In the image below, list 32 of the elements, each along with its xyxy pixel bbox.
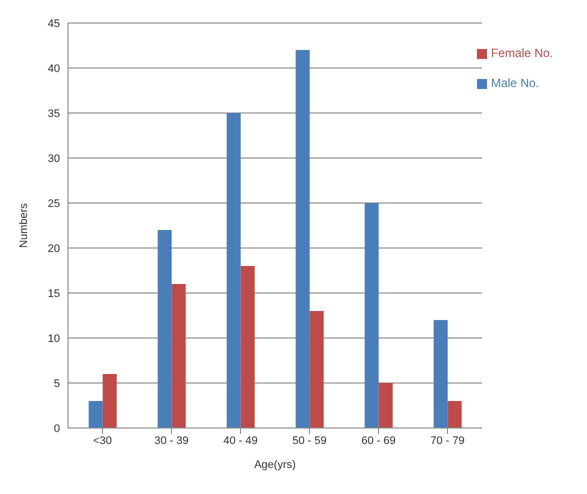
x-tick-label: 50 - 59 — [292, 434, 327, 447]
legend-label: Male No. — [490, 76, 539, 90]
bar — [102, 374, 117, 428]
x-tick-label: 30 - 39 — [154, 434, 189, 447]
bar — [226, 113, 241, 428]
y-tick-label: 45 — [48, 18, 60, 30]
bar — [310, 311, 324, 428]
y-tick-label: 20 — [48, 242, 60, 255]
x-tick-label: 40 - 49 — [223, 434, 258, 447]
y-tick-label: 5 — [54, 378, 60, 390]
bar — [158, 230, 172, 428]
bar — [172, 284, 186, 428]
y-tick-label: 10 — [48, 332, 60, 345]
bar — [296, 50, 310, 428]
x-axis-title: Age(yrs) — [254, 459, 296, 471]
bar — [88, 401, 103, 428]
bar — [240, 266, 255, 428]
x-tick-label: 70 - 79 — [430, 434, 465, 447]
bar — [448, 401, 462, 428]
y-tick-label: 15 — [48, 288, 60, 300]
bar — [378, 383, 393, 428]
bar — [364, 203, 379, 428]
x-tick-label: 60 - 69 — [361, 434, 396, 447]
y-tick-label: 40 — [48, 62, 60, 75]
y-tick-label: 35 — [48, 108, 60, 120]
legend-label: Female No. — [490, 46, 553, 60]
y-axis-title: Numbers — [18, 202, 30, 248]
y-tick-label: 25 — [48, 198, 60, 210]
x-tick-label: <30 — [93, 434, 112, 447]
bar — [434, 320, 448, 428]
y-tick-label: 0 — [54, 422, 60, 435]
y-tick-label: 30 — [48, 152, 60, 165]
